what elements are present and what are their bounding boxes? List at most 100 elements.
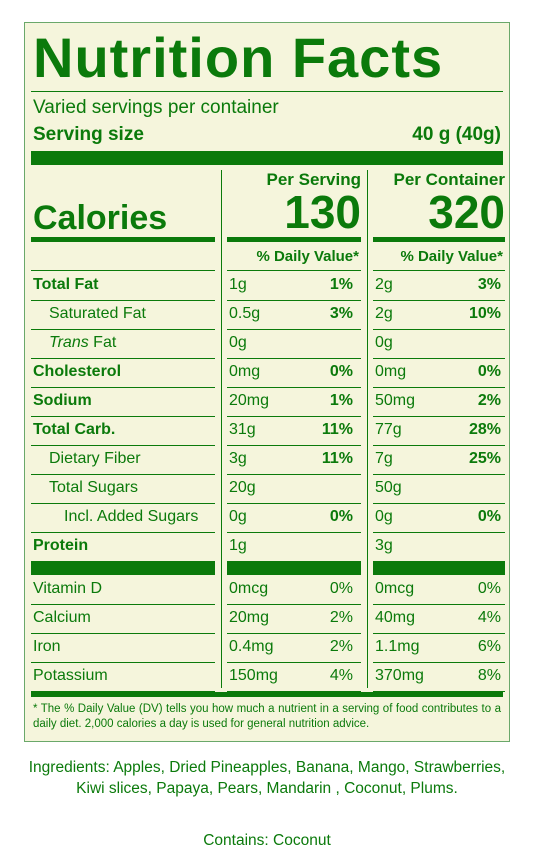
calories-bar-2	[227, 237, 361, 242]
nutrient-rule	[373, 300, 505, 301]
vitamin-serving-dv: 0%	[329, 580, 353, 597]
nutrient-container-amount: 50g	[375, 479, 402, 496]
nutrient-serving-amount: 0mg	[229, 363, 261, 380]
nutrient-container-dv: 10%	[468, 305, 501, 322]
vitamin-bar-2	[227, 561, 361, 575]
nutrient-rule	[227, 300, 361, 301]
nutrient-rule	[31, 445, 215, 446]
nutrient-name: Total Sugars	[49, 479, 138, 496]
serving-size-value: 40 g (40g)	[412, 124, 501, 145]
vitamin-bar-1	[31, 561, 215, 575]
nutrient-serving-dv: 3%	[329, 305, 353, 322]
nutrient-serving-amount: 0g	[229, 334, 247, 351]
nutrient-container-dv: 0%	[477, 363, 501, 380]
nutrient-serving-dv: 1%	[329, 392, 353, 409]
vitamin-row: Calcium 20mg 2% 40mg 4%	[31, 604, 503, 633]
nutrient-container-amount: 3g	[375, 537, 393, 554]
label-title: Nutrition Facts	[33, 26, 444, 89]
nutrient-row: Sodium 20mg 1% 50mg 2%	[31, 387, 503, 416]
column-divider-1	[221, 170, 222, 688]
vitamin-rule	[227, 662, 361, 663]
nutrient-rule	[227, 532, 361, 533]
nutrient-rule	[227, 474, 361, 475]
nutrient-row: Total Carb. 31g 11% 77g 28%	[31, 416, 503, 445]
nutrient-container-amount: 2g	[375, 276, 393, 293]
nutrient-rule	[373, 358, 505, 359]
nutrient-serving-amount: 3g	[229, 450, 247, 467]
nutrient-rule	[31, 474, 215, 475]
nutrient-serving-amount: 20g	[229, 479, 256, 496]
nutrient-rule	[31, 503, 215, 504]
per-serving-heading: Per Serving	[266, 170, 362, 189]
nutrient-row: Incl. Added Sugars 0g 0% 0g 0%	[31, 503, 503, 532]
nutrient-serving-dv: 1%	[329, 276, 353, 293]
nutrient-serving-amount: 1g	[229, 276, 247, 293]
nutrient-serving-dv: 0%	[329, 363, 353, 380]
nutrient-rule	[227, 329, 361, 330]
per-container-heading: Per Container	[393, 170, 505, 189]
vitamin-container-dv: 4%	[477, 609, 501, 626]
nutrient-rule	[227, 445, 361, 446]
nutrient-container-amount: 0g	[375, 334, 393, 351]
nutrient-container-amount: 2g	[375, 305, 393, 322]
vitamin-rule	[31, 633, 215, 634]
vitamin-serving-amount: 0mcg	[229, 580, 269, 597]
vitamin-rule	[31, 604, 215, 605]
nutrient-rule	[373, 329, 505, 330]
nutrient-container-dv: 25%	[468, 450, 501, 467]
nutrient-rule	[31, 300, 215, 301]
title-rule	[31, 91, 503, 92]
nutrient-name-italic: Trans	[49, 334, 89, 351]
vitamin-rule	[373, 691, 505, 692]
calories-label: Calories	[33, 199, 168, 237]
nutrient-name: Trans Fat	[49, 334, 117, 351]
nutrient-name: Protein	[33, 537, 89, 554]
vitamin-container-dv: 0%	[477, 580, 501, 597]
nutrient-rule	[31, 532, 215, 533]
nutrient-container-amount: 0mg	[375, 363, 407, 380]
nutrient-rule	[373, 474, 505, 475]
nutrient-rule	[373, 503, 505, 504]
nutrient-serving-dv: 11%	[321, 421, 353, 438]
vitamin-row: Iron 0.4mg 2% 1.1mg 6%	[31, 633, 503, 662]
nutrient-rule	[31, 329, 215, 330]
nutrient-serving-amount: 1g	[229, 537, 247, 554]
nutrient-name: Dietary Fiber	[49, 450, 141, 467]
vitamin-rule	[227, 691, 361, 692]
servings-per-container: Varied servings per container	[33, 97, 279, 118]
nutrient-rule	[31, 358, 215, 359]
vitamin-rule	[373, 633, 505, 634]
nutrient-rule	[227, 416, 361, 417]
footnote-rule	[31, 692, 503, 697]
vitamin-rule	[31, 662, 215, 663]
dv-heading-serving: % Daily Value*	[256, 248, 359, 265]
vitamin-container-amount: 0mcg	[375, 580, 415, 597]
nutrient-serving-dv: 11%	[321, 450, 353, 467]
vitamin-row: Vitamin D 0mcg 0% 0mcg 0%	[31, 575, 503, 604]
nutrient-serving-amount: 0g	[229, 508, 247, 525]
nutrient-rule	[227, 387, 361, 388]
vitamin-rule	[227, 633, 361, 634]
nutrient-serving-amount: 0.5g	[229, 305, 261, 322]
vitamin-container-amount: 1.1mg	[375, 638, 420, 655]
vitamin-serving-amount: 150mg	[229, 667, 278, 684]
nutrient-serving-amount: 31g	[229, 421, 256, 438]
vitamin-rule	[31, 691, 215, 692]
dv-rule-1	[31, 270, 215, 271]
serving-thick-rule	[31, 151, 503, 165]
nutrient-row: Dietary Fiber 3g 11% 7g 25%	[31, 445, 503, 474]
dv-heading-container: % Daily Value*	[400, 248, 503, 265]
nutrient-container-amount: 77g	[375, 421, 402, 438]
vitamin-rule	[373, 662, 505, 663]
nutrient-rule	[227, 503, 361, 504]
nutrient-container-amount: 50mg	[375, 392, 416, 409]
nutrient-name: Cholesterol	[33, 363, 122, 380]
nutrient-container-dv: 2%	[477, 392, 501, 409]
vitamin-serving-amount: 20mg	[229, 609, 270, 626]
nutrient-row: Cholesterol 0mg 0% 0mg 0%	[31, 358, 503, 387]
nutrient-container-dv: 28%	[468, 421, 501, 438]
nutrient-rule	[227, 358, 361, 359]
nutrient-container-amount: 7g	[375, 450, 393, 467]
nutrient-rule	[373, 532, 505, 533]
nutrient-row: Total Sugars 20g 50g	[31, 474, 503, 503]
